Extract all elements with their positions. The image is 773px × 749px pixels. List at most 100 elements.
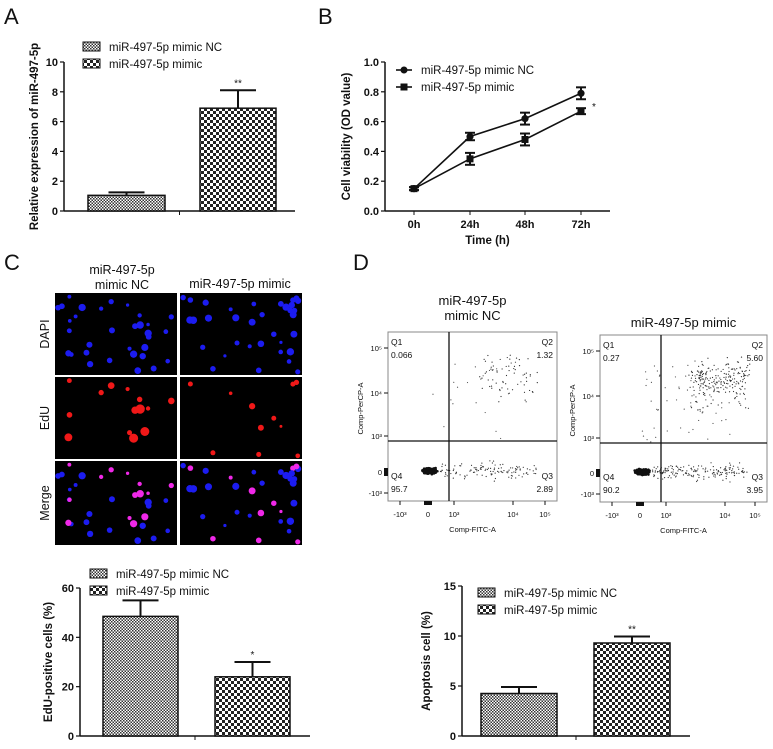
event-dot xyxy=(480,378,482,380)
event-dot xyxy=(481,474,483,476)
event-dot xyxy=(733,381,735,383)
event-dot xyxy=(499,437,502,440)
event-dot xyxy=(426,467,430,471)
event-dot xyxy=(508,469,510,471)
event-dot xyxy=(693,389,695,392)
quadrant-percentage: 2.89 xyxy=(536,484,553,494)
event-dot xyxy=(494,472,496,474)
event-dot xyxy=(704,470,707,473)
y-axis-label: Cell viability (OD value) xyxy=(341,72,353,200)
event-dot xyxy=(731,469,733,472)
row-label: EdU xyxy=(38,406,52,430)
event-dot xyxy=(701,412,703,414)
cell-nucleus xyxy=(127,516,132,521)
cell-nucleus xyxy=(136,321,144,329)
event-dot xyxy=(654,470,656,472)
x-tick-label: -10³ xyxy=(605,511,619,520)
event-dot xyxy=(720,382,722,384)
event-dot xyxy=(704,392,706,395)
legend-label: miR-497-5p mimic xyxy=(109,59,203,71)
event-dot xyxy=(715,384,717,386)
event-dot xyxy=(727,363,730,365)
event-dot xyxy=(743,476,745,478)
event-dot xyxy=(729,433,731,435)
event-dot xyxy=(523,373,526,375)
event-dot xyxy=(729,375,731,377)
event-dot xyxy=(666,400,668,402)
event-dot xyxy=(690,467,692,469)
event-dot xyxy=(646,378,648,380)
cell-nucleus xyxy=(64,433,73,442)
event-dot xyxy=(706,389,708,391)
event-dot xyxy=(483,358,485,360)
event-dot xyxy=(670,465,672,467)
event-dot xyxy=(711,381,713,384)
event-dot xyxy=(671,467,673,470)
event-dot xyxy=(698,365,700,367)
event-dot xyxy=(646,439,648,441)
event-dot xyxy=(653,365,656,367)
event-dot xyxy=(523,391,526,393)
cell-nucleus xyxy=(180,462,186,469)
event-dot xyxy=(529,374,531,376)
event-dot xyxy=(695,400,697,403)
legend-swatch xyxy=(89,568,108,579)
cell-nucleus xyxy=(286,528,292,534)
event-dot xyxy=(728,391,731,393)
event-dot xyxy=(722,479,724,481)
event-dot xyxy=(495,430,497,432)
event-dot xyxy=(733,378,736,380)
event-dot xyxy=(475,402,477,404)
cell-nucleus xyxy=(278,519,284,524)
cell-nucleus xyxy=(286,517,295,525)
event-dot xyxy=(725,364,727,366)
event-dot xyxy=(667,468,669,470)
event-dot xyxy=(727,376,730,378)
event-dot xyxy=(745,370,747,372)
event-dot xyxy=(716,473,719,475)
x-tick-label: 24h xyxy=(461,219,480,231)
y-tick-label: 6 xyxy=(52,117,58,129)
event-dot xyxy=(444,472,447,474)
event-dot xyxy=(709,370,711,372)
event-dot xyxy=(726,380,728,382)
event-dot xyxy=(529,469,531,471)
event-dot xyxy=(487,354,489,357)
column-header: miR-497-5p mimic xyxy=(189,277,290,291)
event-dot xyxy=(511,472,513,474)
cell-nucleus xyxy=(293,379,300,385)
x-tick-label: -10³ xyxy=(393,510,407,519)
event-dot xyxy=(522,374,524,376)
cell-nucleus xyxy=(288,301,295,309)
event-dot xyxy=(736,395,738,398)
event-dot xyxy=(720,381,722,383)
cell-nucleus xyxy=(271,415,277,421)
cell-nucleus xyxy=(186,485,194,493)
event-dot xyxy=(747,364,749,367)
event-dot xyxy=(706,370,708,373)
event-dot xyxy=(698,377,700,379)
event-dot xyxy=(699,372,701,374)
event-dot xyxy=(723,372,725,375)
plot-title: miR-497-5p mimic xyxy=(631,315,737,330)
event-dot xyxy=(713,379,715,381)
event-dot xyxy=(713,390,715,393)
cell-nucleus xyxy=(289,311,297,319)
event-dot xyxy=(702,468,704,470)
cell-nucleus xyxy=(202,467,209,474)
event-dot xyxy=(519,469,521,471)
y-axis-label: Comp-PerCP-A xyxy=(568,384,577,436)
event-dot xyxy=(505,374,508,377)
event-dot xyxy=(697,409,699,411)
quadrant-percentage: 0.27 xyxy=(603,353,620,363)
event-dot xyxy=(535,468,537,471)
event-dot xyxy=(516,465,518,468)
event-dot xyxy=(494,464,496,466)
event-dot xyxy=(453,468,455,470)
event-dot xyxy=(513,365,516,367)
event-dot xyxy=(745,407,747,409)
event-dot xyxy=(441,469,443,471)
cell-nucleus xyxy=(78,303,86,312)
event-dot xyxy=(657,466,659,468)
event-dot xyxy=(722,385,724,387)
